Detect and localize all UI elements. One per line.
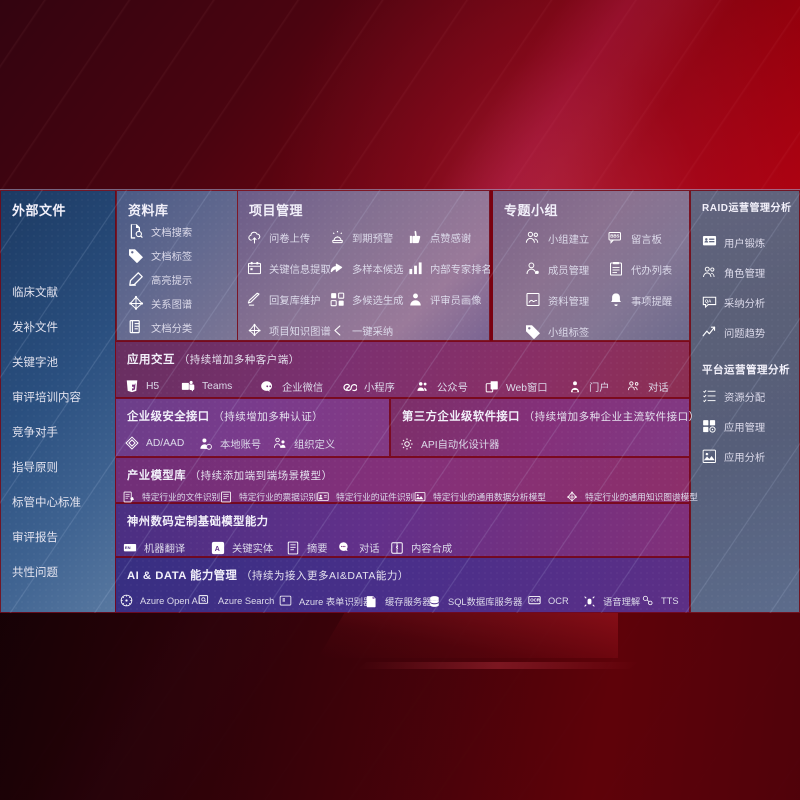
svg-text:EN: EN <box>125 545 131 550</box>
svg-text:OCR: OCR <box>530 598 541 603</box>
svg-text:QA: QA <box>705 299 711 304</box>
svg-text:BBS: BBS <box>610 234 619 239</box>
svg-text:A: A <box>215 545 220 552</box>
